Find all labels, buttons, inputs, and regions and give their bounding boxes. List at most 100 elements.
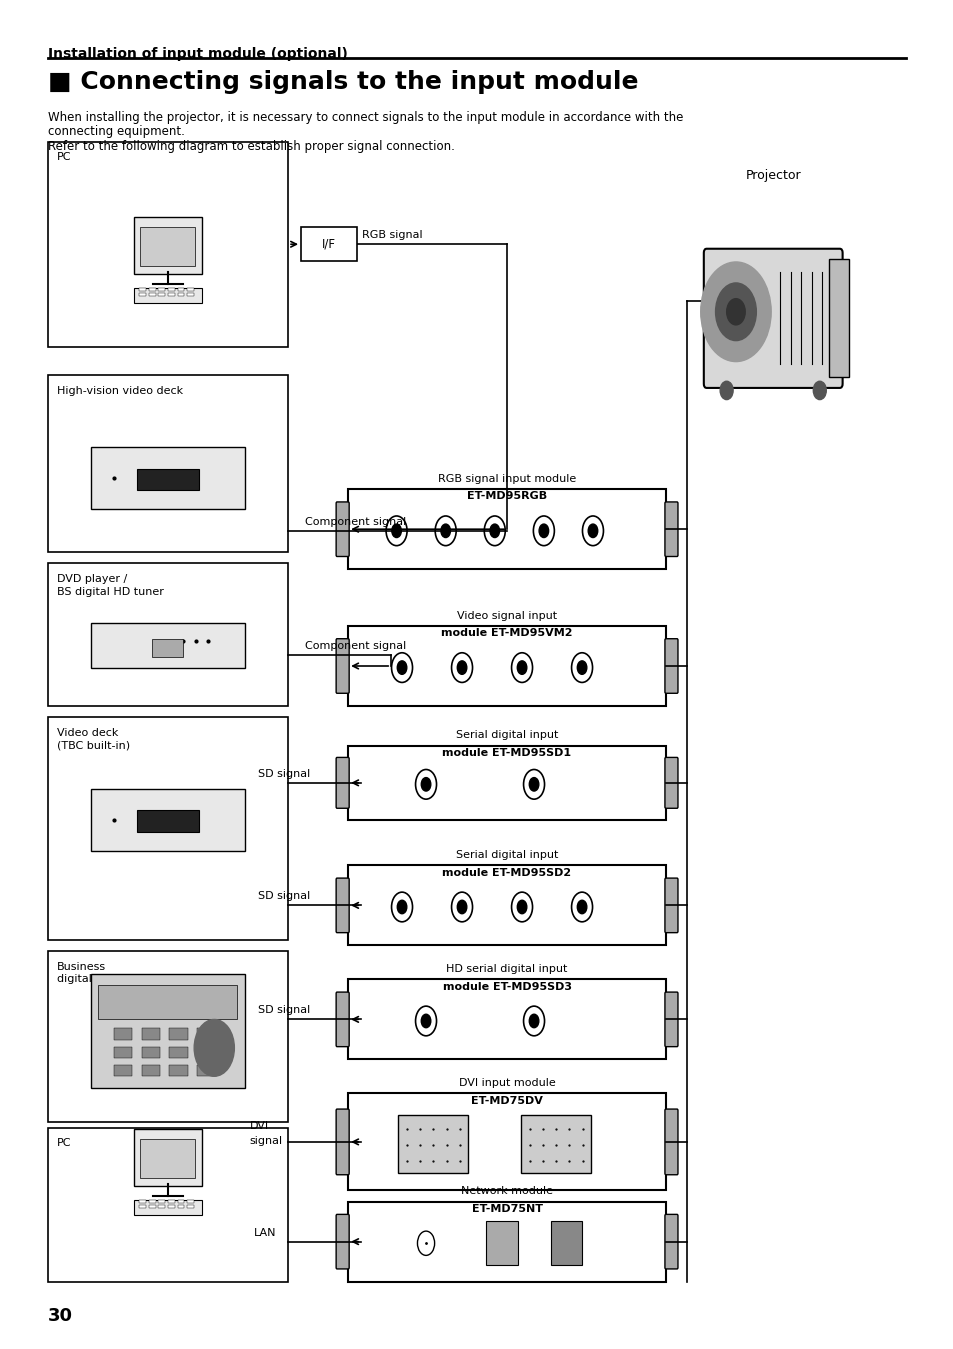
FancyBboxPatch shape: [187, 293, 193, 297]
FancyBboxPatch shape: [664, 992, 678, 1047]
FancyBboxPatch shape: [520, 1114, 591, 1172]
Text: Component signal: Component signal: [305, 518, 406, 527]
Circle shape: [538, 523, 548, 537]
FancyBboxPatch shape: [149, 289, 155, 291]
FancyBboxPatch shape: [48, 951, 288, 1122]
Circle shape: [421, 1014, 431, 1028]
FancyBboxPatch shape: [197, 1047, 215, 1058]
FancyBboxPatch shape: [158, 1205, 165, 1209]
FancyBboxPatch shape: [703, 248, 841, 389]
Text: DVD player /
BS digital HD tuner: DVD player / BS digital HD tuner: [57, 575, 164, 596]
FancyBboxPatch shape: [177, 289, 184, 291]
FancyBboxPatch shape: [168, 1201, 174, 1203]
FancyBboxPatch shape: [550, 1221, 581, 1265]
FancyBboxPatch shape: [348, 1202, 665, 1282]
Text: Component signal: Component signal: [305, 641, 406, 650]
FancyBboxPatch shape: [348, 490, 665, 569]
FancyBboxPatch shape: [664, 757, 678, 808]
FancyBboxPatch shape: [335, 757, 349, 808]
Circle shape: [726, 298, 744, 325]
FancyBboxPatch shape: [187, 1201, 193, 1203]
FancyBboxPatch shape: [113, 1047, 132, 1058]
Circle shape: [720, 382, 732, 399]
FancyBboxPatch shape: [170, 1064, 188, 1077]
Circle shape: [529, 777, 538, 791]
Text: SD signal: SD signal: [257, 892, 310, 901]
FancyBboxPatch shape: [149, 1201, 155, 1203]
FancyBboxPatch shape: [139, 289, 146, 291]
Text: Network module: Network module: [460, 1186, 553, 1197]
Circle shape: [456, 900, 466, 913]
FancyBboxPatch shape: [335, 1109, 349, 1175]
FancyBboxPatch shape: [168, 1205, 174, 1209]
FancyBboxPatch shape: [177, 1201, 184, 1203]
Text: connecting equipment.: connecting equipment.: [48, 125, 184, 139]
Text: HD serial digital input: HD serial digital input: [446, 965, 567, 974]
FancyBboxPatch shape: [168, 289, 174, 291]
FancyBboxPatch shape: [133, 289, 202, 302]
FancyBboxPatch shape: [197, 1028, 215, 1040]
Circle shape: [529, 1014, 538, 1028]
FancyBboxPatch shape: [335, 638, 349, 693]
FancyBboxPatch shape: [187, 289, 193, 291]
Text: I/F: I/F: [321, 237, 335, 251]
FancyBboxPatch shape: [141, 1047, 160, 1058]
FancyBboxPatch shape: [348, 746, 665, 820]
Text: ET-MD75DV: ET-MD75DV: [471, 1095, 542, 1106]
FancyBboxPatch shape: [828, 259, 848, 378]
FancyBboxPatch shape: [485, 1221, 517, 1265]
FancyBboxPatch shape: [348, 626, 665, 706]
Text: module ET-MD95VM2: module ET-MD95VM2: [441, 629, 572, 638]
Text: PC: PC: [57, 152, 71, 162]
Text: Video deck
(TBC built-in): Video deck (TBC built-in): [57, 728, 131, 750]
FancyBboxPatch shape: [335, 992, 349, 1047]
FancyBboxPatch shape: [139, 293, 146, 297]
FancyBboxPatch shape: [91, 447, 245, 510]
Circle shape: [440, 523, 450, 537]
Text: Business
digital VCR: Business digital VCR: [57, 962, 118, 985]
FancyBboxPatch shape: [48, 1128, 288, 1282]
Text: Projector: Projector: [744, 169, 801, 182]
FancyBboxPatch shape: [187, 1205, 193, 1209]
FancyBboxPatch shape: [348, 1094, 665, 1190]
FancyBboxPatch shape: [133, 1129, 202, 1186]
Text: SD signal: SD signal: [257, 769, 310, 778]
Circle shape: [577, 900, 586, 913]
Text: module ET-MD95SD2: module ET-MD95SD2: [442, 867, 571, 878]
FancyBboxPatch shape: [91, 789, 245, 851]
FancyBboxPatch shape: [149, 1205, 155, 1209]
Text: RGB signal input module: RGB signal input module: [437, 473, 576, 484]
FancyBboxPatch shape: [133, 217, 202, 274]
Circle shape: [421, 777, 431, 791]
FancyBboxPatch shape: [664, 1214, 678, 1269]
FancyBboxPatch shape: [158, 1201, 165, 1203]
Text: module ET-MD95SD1: module ET-MD95SD1: [442, 747, 571, 758]
Circle shape: [517, 900, 526, 913]
FancyBboxPatch shape: [48, 564, 288, 706]
FancyBboxPatch shape: [141, 1028, 160, 1040]
FancyBboxPatch shape: [139, 1201, 146, 1203]
Text: ■ Connecting signals to the input module: ■ Connecting signals to the input module: [48, 70, 638, 94]
FancyBboxPatch shape: [170, 1028, 188, 1040]
Circle shape: [456, 661, 466, 674]
FancyBboxPatch shape: [348, 979, 665, 1059]
Circle shape: [813, 382, 825, 399]
FancyBboxPatch shape: [664, 502, 678, 557]
Text: signal: signal: [249, 1136, 282, 1145]
Text: Serial digital input: Serial digital input: [456, 850, 558, 861]
Text: Video signal input: Video signal input: [456, 611, 557, 621]
Text: ET-MD95RGB: ET-MD95RGB: [467, 491, 546, 502]
FancyBboxPatch shape: [98, 985, 237, 1020]
Text: DVI: DVI: [249, 1121, 269, 1130]
FancyBboxPatch shape: [113, 1028, 132, 1040]
FancyBboxPatch shape: [140, 227, 195, 266]
Circle shape: [715, 283, 756, 340]
FancyBboxPatch shape: [91, 974, 245, 1087]
Circle shape: [577, 661, 586, 674]
FancyBboxPatch shape: [348, 866, 665, 946]
Text: module ET-MD95SD3: module ET-MD95SD3: [442, 982, 571, 992]
FancyBboxPatch shape: [168, 293, 174, 297]
Circle shape: [396, 900, 406, 913]
FancyBboxPatch shape: [335, 1214, 349, 1269]
FancyBboxPatch shape: [113, 1064, 132, 1077]
